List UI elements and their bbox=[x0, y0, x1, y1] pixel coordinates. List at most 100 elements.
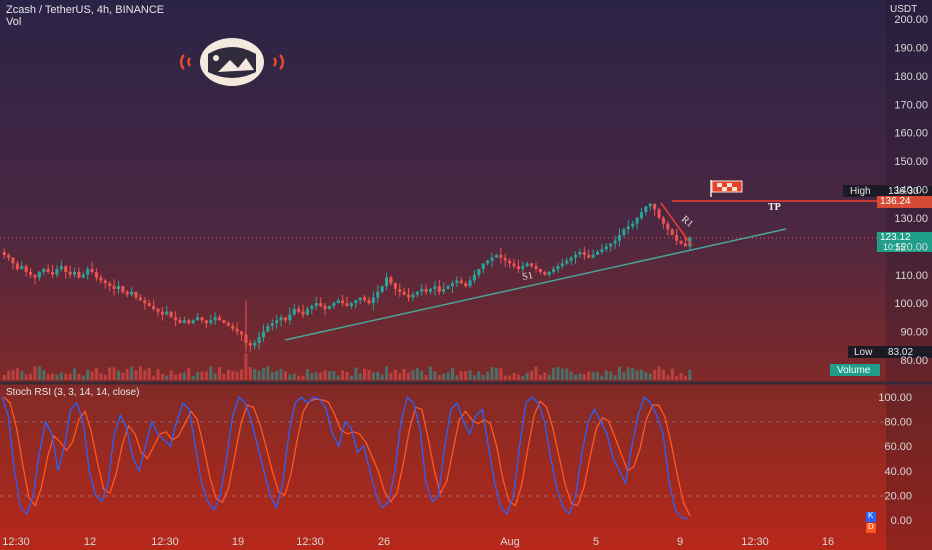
candle-body bbox=[477, 269, 481, 275]
volume-bar bbox=[345, 371, 349, 380]
candle-body bbox=[121, 286, 125, 292]
volume-bar bbox=[587, 371, 591, 380]
candle-body bbox=[64, 266, 68, 272]
stoch-title[interactable]: Stoch RSI (3, 3, 14, 14, close) bbox=[6, 387, 140, 398]
volume-bar bbox=[156, 369, 160, 380]
candle-body bbox=[200, 317, 204, 321]
volume-bar bbox=[565, 368, 569, 380]
time-tick-label: 12 bbox=[84, 536, 96, 548]
volume-indicator-label[interactable]: Vol bbox=[6, 16, 22, 28]
volume-bar bbox=[15, 368, 19, 380]
candle-body bbox=[538, 269, 542, 272]
volume-bar bbox=[525, 372, 529, 380]
volume-bar bbox=[622, 372, 626, 380]
candle-body bbox=[90, 269, 94, 272]
price-tick-label: 190.00 bbox=[894, 42, 928, 54]
symbol-title[interactable]: Zcash / TetherUS, 4h, BINANCE bbox=[6, 4, 165, 16]
volume-bar bbox=[138, 366, 142, 380]
time-axis[interactable]: 12:30 12 12:30 19 12:30 26 Aug 5 9 12:30 16 bbox=[2, 536, 834, 548]
candle-body bbox=[464, 283, 468, 287]
volume-bar bbox=[196, 371, 200, 380]
annotation-tp[interactable]: TP bbox=[768, 202, 781, 213]
stoch-tick-label: 60.00 bbox=[884, 441, 912, 453]
volume-bar bbox=[24, 374, 28, 380]
price-tick-label: 120.00 bbox=[894, 241, 928, 253]
annotation-r1[interactable]: R1 bbox=[679, 214, 695, 230]
volume-bar bbox=[20, 371, 24, 380]
stoch-d-line[interactable] bbox=[3, 396, 691, 516]
candle-body bbox=[657, 209, 661, 218]
candle-body bbox=[270, 323, 274, 326]
stoch-axis[interactable]: 100.00 80.00 60.00 40.00 20.00 0.00 bbox=[878, 392, 912, 527]
stoch-tick-label: 100.00 bbox=[878, 392, 912, 404]
volume-bar bbox=[152, 375, 156, 380]
price-axis[interactable]: 200.00 190.00 180.00 170.00 160.00 150.00 140.… bbox=[894, 14, 928, 367]
support-trendline[interactable] bbox=[284, 228, 787, 341]
candle-body bbox=[99, 277, 103, 281]
resistance-r1-line[interactable] bbox=[660, 202, 693, 247]
volume-bar bbox=[433, 371, 437, 380]
time-tick-label: 12:30 bbox=[741, 536, 769, 548]
volume-bar bbox=[358, 373, 362, 380]
volume-bar bbox=[319, 372, 323, 380]
volume-bar bbox=[503, 375, 507, 380]
volume-bar bbox=[424, 375, 428, 380]
candle-body bbox=[661, 217, 665, 224]
candle-body bbox=[591, 254, 595, 258]
annotation-s1[interactable]: S1 bbox=[521, 270, 534, 283]
volume-bar bbox=[218, 367, 222, 380]
volume-bar bbox=[354, 367, 358, 380]
volume-bar bbox=[288, 374, 292, 380]
volume-bar bbox=[11, 370, 15, 380]
volume-bar bbox=[468, 370, 472, 380]
volume-bar bbox=[134, 370, 138, 380]
volume-bar bbox=[385, 366, 389, 380]
candle-body bbox=[459, 280, 463, 284]
candle-body bbox=[433, 286, 437, 289]
candle-body bbox=[560, 263, 564, 267]
candle-body bbox=[165, 311, 169, 315]
candle-body bbox=[552, 269, 556, 272]
candle-body bbox=[86, 269, 90, 275]
volume-bar bbox=[72, 368, 77, 380]
volume-bar bbox=[112, 367, 116, 380]
candle-body bbox=[191, 320, 195, 324]
volume-bar bbox=[666, 375, 670, 380]
volume-bar bbox=[283, 371, 288, 380]
candle-body bbox=[631, 223, 635, 227]
volume-bar bbox=[538, 375, 542, 380]
candle-body bbox=[556, 266, 560, 270]
candle-countdown: 10:55 bbox=[883, 242, 906, 252]
volume-tag-bg bbox=[830, 364, 880, 376]
volume-bar bbox=[253, 368, 257, 380]
candle-body bbox=[573, 254, 578, 258]
candle-body bbox=[196, 317, 200, 321]
volume-bar bbox=[367, 369, 371, 380]
volume-bar bbox=[160, 373, 164, 380]
candle-body bbox=[182, 320, 186, 324]
stoch-k-line[interactable] bbox=[1, 395, 689, 520]
volume-bar bbox=[437, 375, 441, 380]
volume-bar bbox=[42, 370, 46, 380]
volume-bar bbox=[270, 372, 274, 380]
volume-bar bbox=[459, 371, 463, 380]
volume-bar bbox=[420, 370, 424, 380]
volume-bar bbox=[305, 369, 309, 380]
volume-bar bbox=[657, 366, 661, 380]
volume-bar bbox=[556, 367, 560, 380]
flag-icon[interactable] bbox=[710, 180, 743, 197]
volume-bar bbox=[301, 375, 305, 380]
candle-body bbox=[253, 342, 257, 346]
candle-body bbox=[679, 240, 683, 244]
current-price-tag-bg bbox=[877, 232, 932, 252]
volume-bar bbox=[297, 375, 301, 380]
current-price-value: 123.12 bbox=[880, 232, 911, 243]
volume-bar bbox=[481, 375, 485, 380]
volume-bar bbox=[121, 372, 125, 380]
volume-bar bbox=[371, 372, 375, 380]
candle-body bbox=[653, 203, 657, 210]
candle-body bbox=[332, 303, 336, 307]
volume-bar bbox=[591, 372, 595, 380]
candle-body bbox=[20, 266, 24, 270]
